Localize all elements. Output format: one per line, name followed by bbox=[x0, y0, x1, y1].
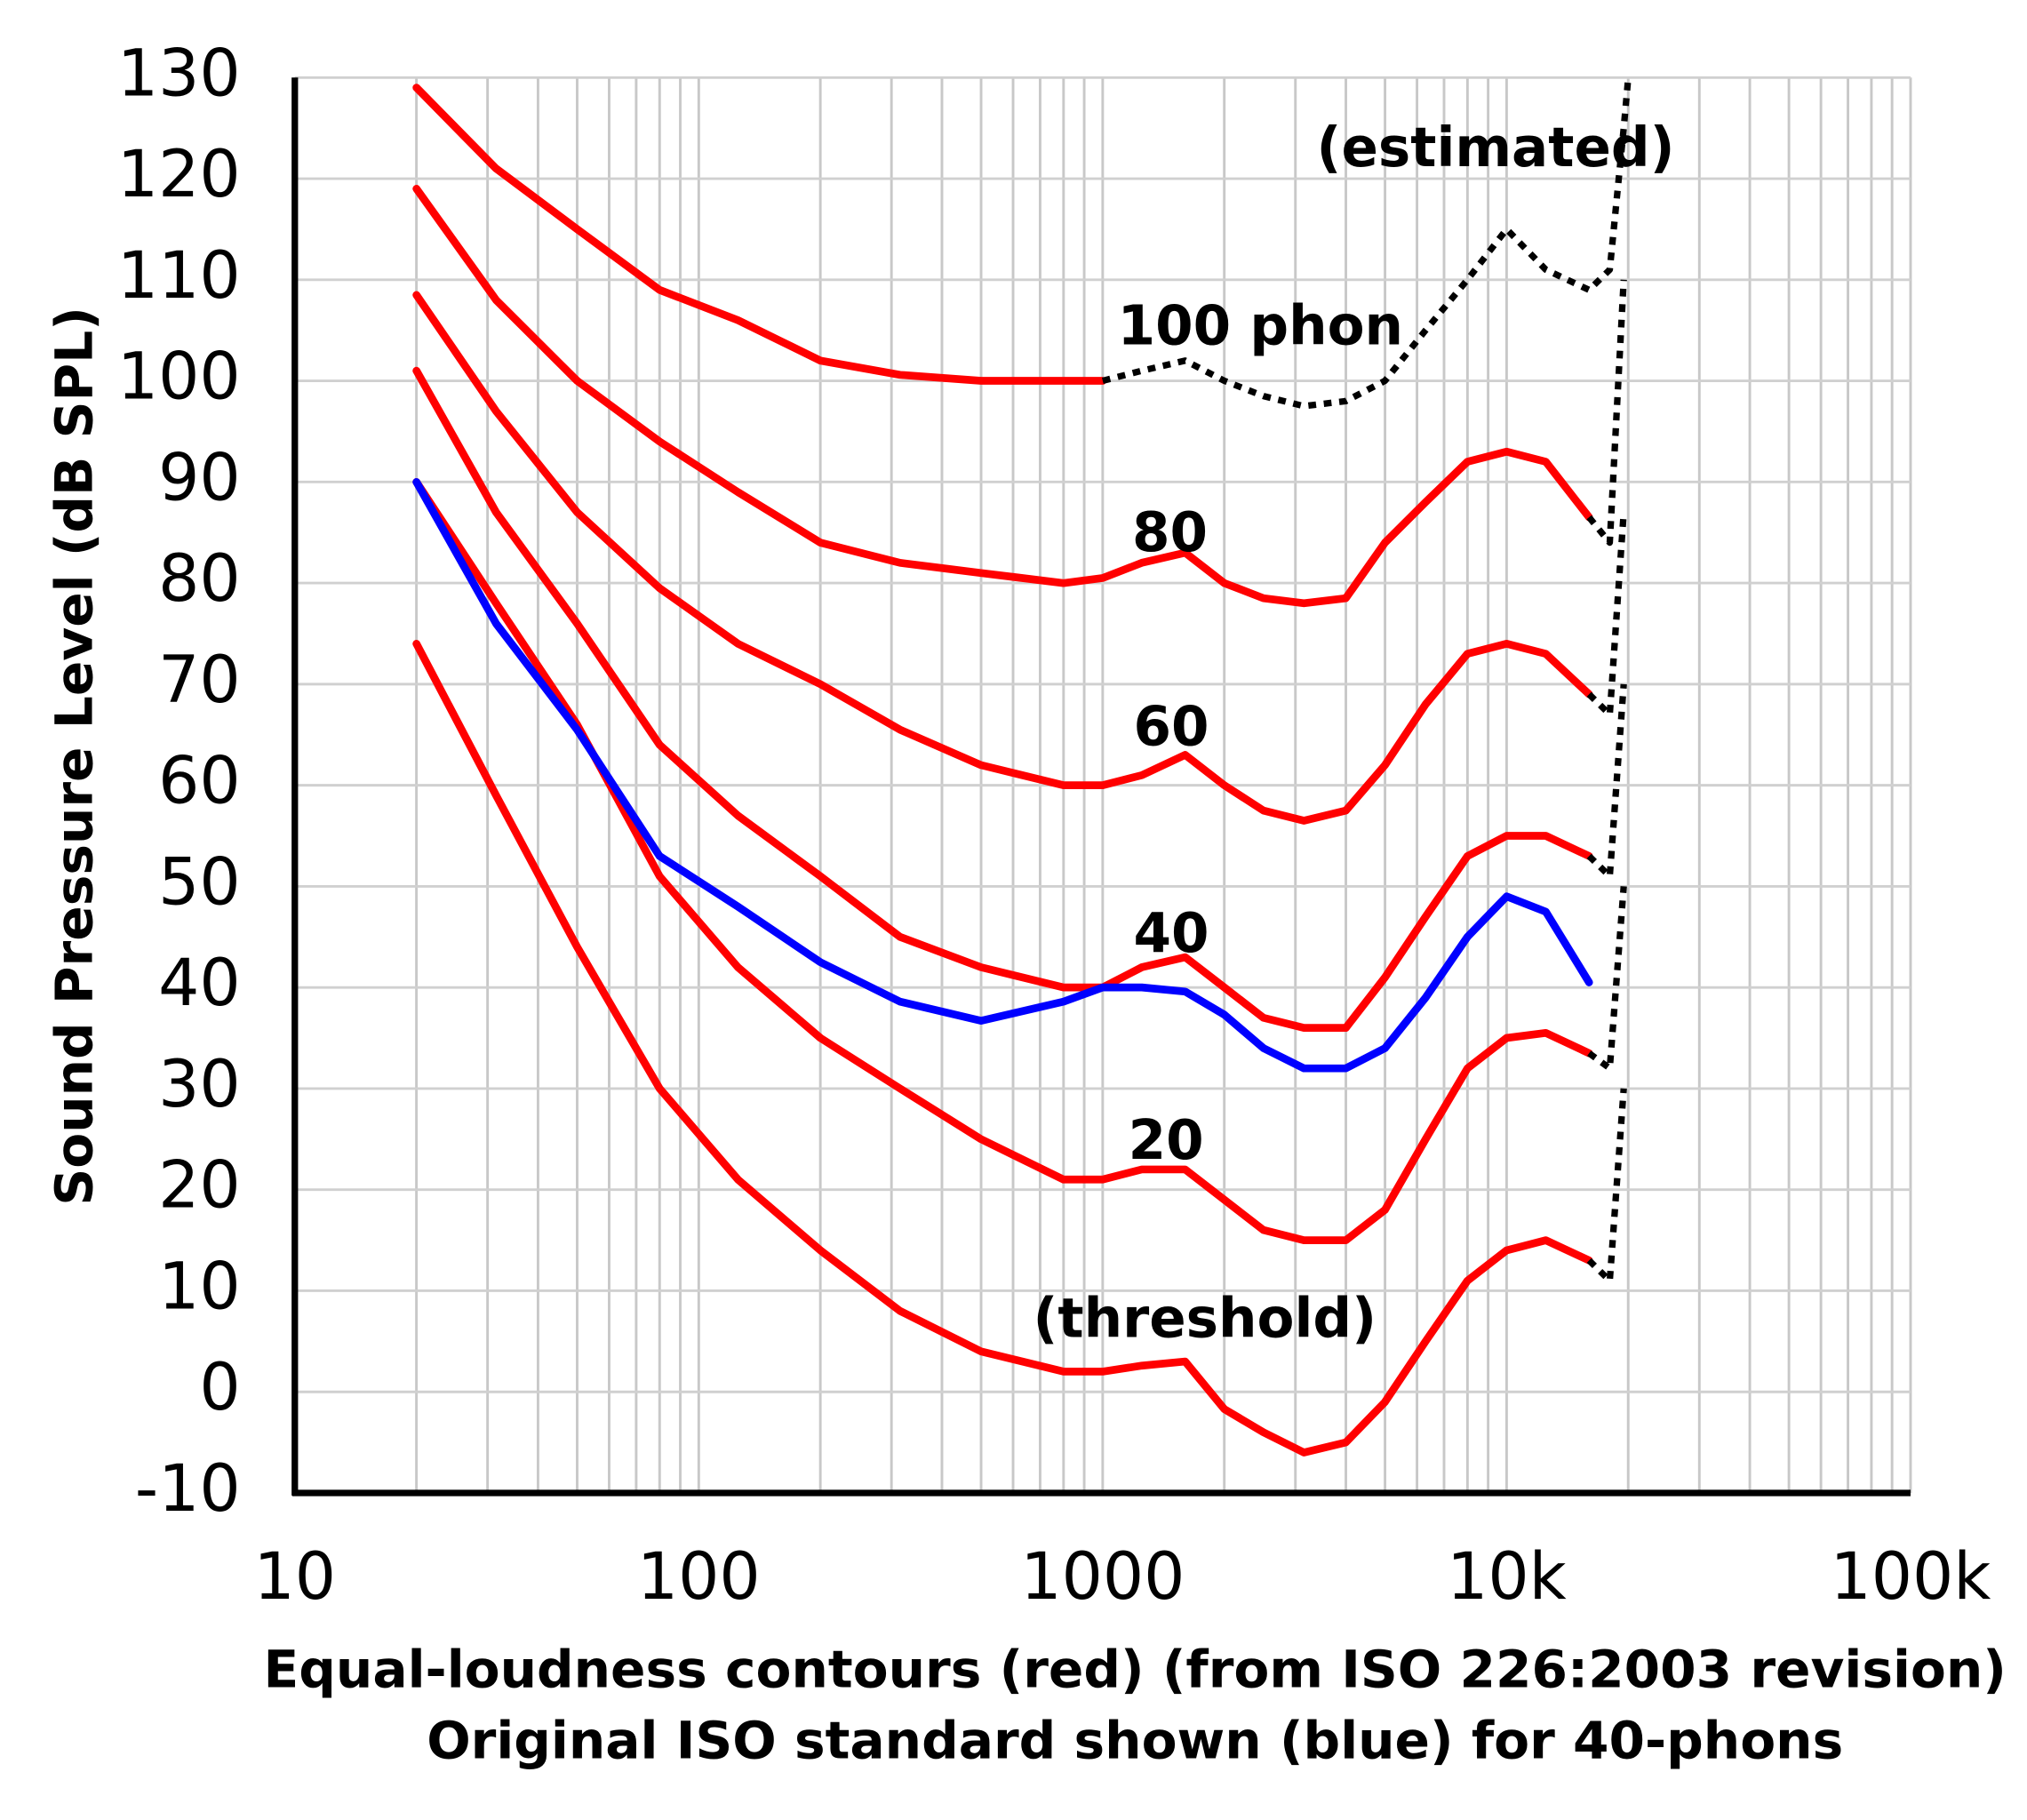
contour-line bbox=[412, 478, 1593, 1244]
x-axis-title: Equal-loudness contours (red) (from ISO … bbox=[264, 1639, 2007, 1699]
y-tick-label: 80 bbox=[158, 541, 241, 617]
annotation: (threshold) bbox=[1033, 1288, 1377, 1351]
x-axis-title: Original ISO standard shown (blue) for 4… bbox=[427, 1710, 1843, 1770]
contour-line bbox=[412, 185, 1593, 608]
y-tick-label: 90 bbox=[158, 440, 241, 515]
y-tick-label: 70 bbox=[158, 643, 241, 718]
contour-line bbox=[412, 478, 1593, 1073]
estimated-line bbox=[1586, 1088, 1627, 1284]
annotation: 60 bbox=[1133, 695, 1209, 758]
x-tick-label: 100 bbox=[637, 1539, 761, 1615]
estimated-line bbox=[1101, 76, 1632, 410]
y-tick-label: 100 bbox=[117, 339, 241, 415]
annotation: (estimated) bbox=[1317, 116, 1675, 180]
estimated-line bbox=[1586, 279, 1627, 547]
plot-lines bbox=[412, 76, 1632, 1457]
contour-line bbox=[412, 366, 1593, 1033]
y-tick-label: 130 bbox=[117, 36, 241, 111]
y-tick-label: 0 bbox=[199, 1350, 240, 1425]
contour-line bbox=[412, 640, 1593, 1457]
estimated-line bbox=[1587, 886, 1627, 1072]
y-tick-label: 60 bbox=[158, 744, 241, 819]
y-tick-label: 30 bbox=[158, 1047, 241, 1122]
y-tick-label: 40 bbox=[158, 946, 241, 1021]
y-tick-label: -10 bbox=[135, 1451, 241, 1527]
annotation: 80 bbox=[1132, 501, 1208, 564]
annotation: 40 bbox=[1133, 902, 1209, 965]
estimated-line bbox=[1586, 683, 1627, 880]
axes: 10 100 1000 10k 100k -10 0 10 20 30 40 50 60 70 80 90 10… bbox=[117, 36, 1991, 1615]
x-tick-label: 10k bbox=[1447, 1539, 1567, 1615]
y-tick-label: 120 bbox=[117, 137, 241, 212]
contour-line bbox=[412, 291, 1593, 825]
y-axis-title: Sound Pressure Level (dB SPL) bbox=[44, 307, 105, 1206]
x-tick-label: 100k bbox=[1830, 1539, 1991, 1615]
contour-line bbox=[412, 84, 1107, 385]
annotation: 20 bbox=[1129, 1109, 1204, 1172]
annotation: 100 phon bbox=[1118, 295, 1403, 358]
y-tick-label: 50 bbox=[158, 844, 241, 920]
y-tick-label: 110 bbox=[117, 238, 241, 314]
y-tick-label: 20 bbox=[158, 1148, 241, 1224]
y-tick-label: 10 bbox=[158, 1249, 241, 1324]
x-tick-label: 10 bbox=[253, 1539, 336, 1615]
x-tick-label: 1000 bbox=[1020, 1539, 1185, 1615]
